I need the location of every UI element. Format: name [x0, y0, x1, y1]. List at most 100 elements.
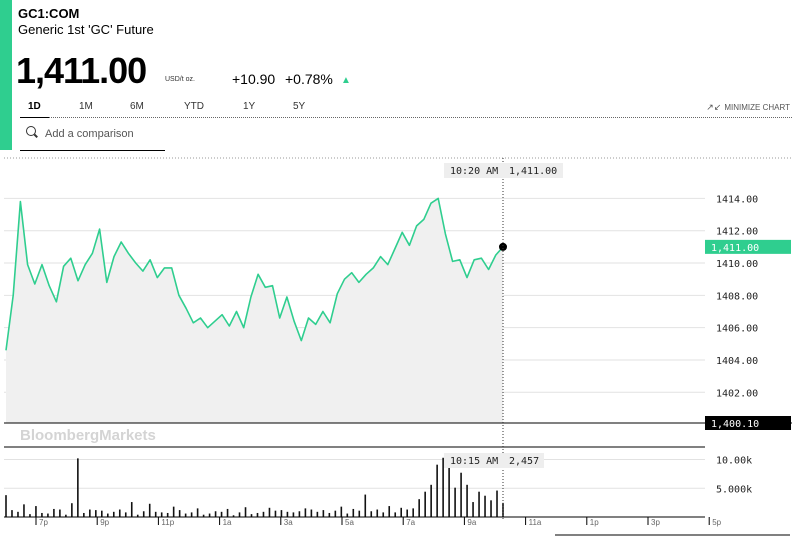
price-tooltip-time: 10:20 AM [450, 166, 498, 177]
ticker-symbol: GC1:COM [18, 6, 80, 21]
volume-bar [142, 511, 145, 517]
volume-bar [430, 484, 432, 517]
price-change-percent: +0.78% [285, 71, 333, 87]
volume-bar [202, 514, 205, 517]
volume-bar [436, 464, 438, 517]
volume-bar [442, 457, 444, 517]
volume-bar [136, 514, 139, 517]
volume-bar [274, 510, 277, 517]
price-tick-label: 1402.00 [716, 388, 758, 399]
volume-bar [400, 507, 403, 517]
volume-bar [35, 506, 37, 517]
volume-bar [101, 510, 103, 517]
price-tick-label: 1410.00 [716, 259, 758, 270]
volume-bar [106, 513, 109, 517]
volume-bar [304, 508, 307, 517]
x-tick-label: 9p [100, 518, 109, 527]
volume-bar [23, 504, 25, 517]
accent-bar [0, 0, 12, 150]
volume-bar [65, 514, 67, 517]
price-tick-label: 1406.00 [716, 324, 758, 335]
volume-bar [424, 491, 426, 517]
volume-bar [292, 512, 295, 517]
tabs-divider [20, 117, 792, 118]
up-arrow-icon: ▲ [341, 75, 351, 86]
volume-bar [352, 508, 355, 517]
volume-bar [17, 511, 19, 517]
price-area-fill [6, 198, 503, 423]
baseline-badge [705, 416, 791, 430]
price-tick-label: 1414.00 [716, 194, 758, 205]
x-tick-label: 1a [223, 518, 232, 527]
volume-bar [154, 511, 157, 517]
volume-bar [178, 510, 181, 517]
volume-bar [41, 512, 43, 517]
volume-bar [418, 499, 420, 517]
x-tick-label: 3a [284, 518, 293, 527]
volume-bar [196, 508, 199, 517]
current-price-badge [705, 239, 791, 254]
volume-bar [388, 506, 391, 517]
volume-bar [412, 508, 414, 517]
time-axis: 7p 9p 11p 1a 3a 5a 7a 9a 11a 1p 3p 5p [4, 516, 790, 536]
volume-bar [148, 503, 151, 517]
volume-bar [214, 511, 217, 517]
volume-bar [244, 507, 247, 517]
volume-bar [256, 512, 259, 517]
volume-bar [334, 510, 337, 517]
volume-bar [77, 458, 79, 517]
volume-bar [112, 511, 115, 517]
instrument-name: Generic 1st 'GC' Future [18, 22, 154, 37]
price-tick-label: 1408.00 [716, 291, 758, 302]
last-price: 1,411.00 [16, 50, 147, 91]
volume-bar [47, 513, 49, 517]
tab-5y[interactable]: 5Y [293, 101, 306, 112]
search-icon [26, 126, 36, 136]
volume-bar [268, 507, 271, 517]
volume-bar [124, 512, 127, 517]
volume-bar [280, 510, 283, 517]
tab-6m[interactable]: 6M [130, 101, 144, 112]
volume-bar [95, 510, 97, 517]
active-tab-underline [20, 117, 49, 118]
volume-bar [226, 508, 229, 517]
volume-bar [370, 511, 373, 517]
price-change: +10.90 [232, 71, 276, 87]
volume-bar [358, 510, 361, 517]
volume-bar [5, 495, 7, 517]
tab-ytd[interactable]: YTD [184, 101, 204, 112]
x-tick-label: 5p [712, 518, 721, 527]
x-tick-label: 9a [467, 518, 476, 527]
volume-bar [11, 510, 13, 517]
volume-tick-label: 5.000k [716, 484, 752, 495]
volume-bar [190, 512, 193, 517]
volume-bar [364, 494, 367, 517]
minimize-chart-button[interactable]: ↗↙ MINIMIZE CHART [706, 102, 790, 113]
tab-1m[interactable]: 1M [79, 101, 93, 112]
volume-tooltip-value: 2,457 [509, 456, 539, 467]
volume-gridlines [4, 446, 705, 489]
tab-1d[interactable]: 1D [28, 101, 41, 112]
volume-bar [89, 509, 91, 517]
volume-bar [83, 512, 85, 517]
price-y-axis: 1414.00 1412.00 1410.00 1408.00 1406.00 1404.… [705, 194, 791, 430]
volume-bar [166, 512, 169, 517]
price-line [5, 197, 504, 351]
volume-series [5, 457, 504, 517]
search-underline [20, 150, 165, 151]
comparison-search-input[interactable]: Add a comparison [45, 128, 134, 140]
volume-bar [478, 491, 480, 517]
tab-1y[interactable]: 1Y [243, 101, 256, 112]
x-tick-label: 5a [345, 518, 354, 527]
volume-bar [346, 513, 349, 517]
volume-bar [53, 508, 55, 517]
price-tooltip-box [444, 163, 563, 178]
volume-bar [286, 511, 289, 517]
volume-bar [310, 509, 313, 517]
volume-bar [298, 511, 301, 517]
volume-bar [172, 506, 175, 517]
x-tick-label: 11a [529, 518, 542, 527]
volume-bar [496, 490, 498, 517]
price-tick-label: 1404.00 [716, 356, 758, 367]
